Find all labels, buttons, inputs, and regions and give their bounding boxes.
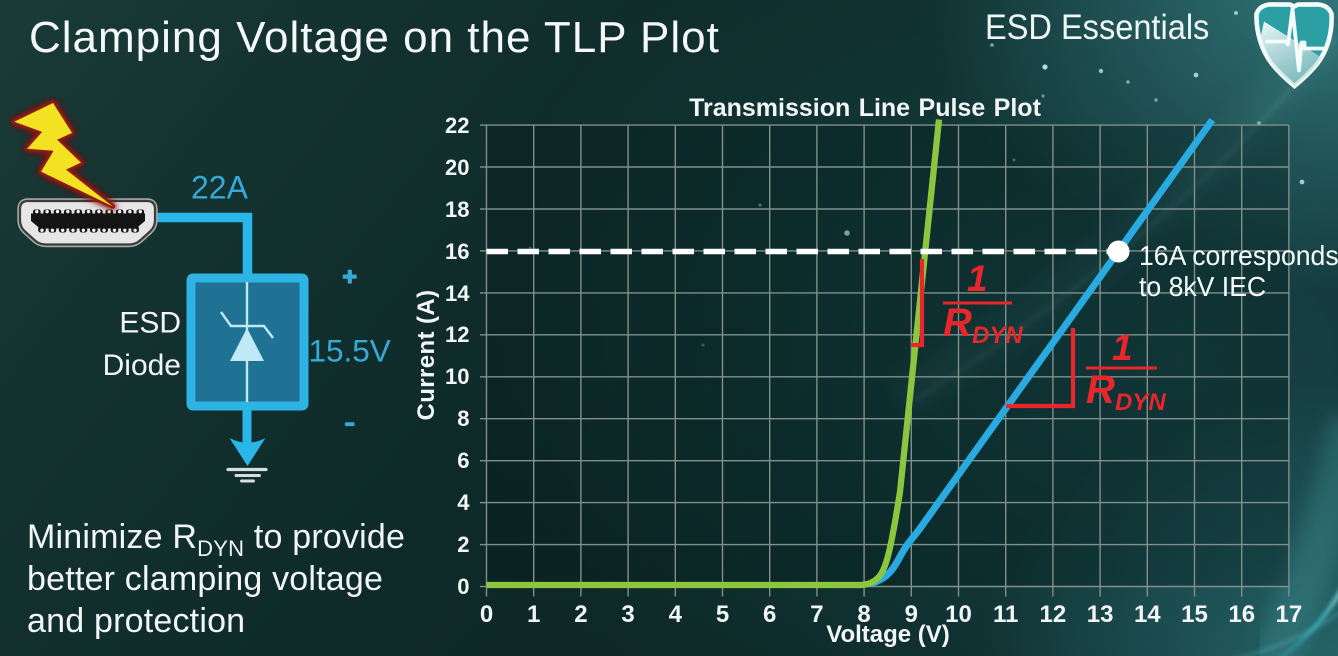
svg-text:10: 10 [945,601,972,628]
svg-text:9: 9 [905,601,918,628]
svg-text:11: 11 [993,601,1018,628]
svg-text:8: 8 [857,601,870,628]
svg-text:14: 14 [445,281,470,306]
svg-text:13: 13 [1087,601,1114,628]
svg-text:ESD: ESD [119,307,181,340]
svg-text:Transmission Line Pulse Plot: Transmission Line Pulse Plot [689,94,1041,122]
svg-text:22A: 22A [191,170,249,206]
svg-text:R: R [1086,368,1115,412]
svg-text:14: 14 [1134,601,1161,628]
svg-text:16: 16 [1228,601,1255,628]
svg-text:1: 1 [967,258,988,299]
svg-text:0: 0 [480,601,493,628]
svg-text:7: 7 [810,601,823,628]
svg-text:10: 10 [445,364,469,389]
svg-text:R: R [943,301,972,345]
svg-text:12: 12 [1040,601,1067,628]
svg-text:5: 5 [716,601,729,628]
svg-text:0: 0 [457,574,469,599]
svg-text:Voltage (V): Voltage (V) [826,621,950,648]
svg-text:8: 8 [457,406,469,431]
svg-text:15: 15 [1181,601,1208,628]
svg-text:DYN: DYN [972,322,1023,349]
svg-text:2: 2 [457,532,469,557]
svg-text:3: 3 [621,601,634,628]
svg-text:15.5V: 15.5V [309,332,391,368]
svg-text:18: 18 [445,197,469,222]
svg-text:2: 2 [574,601,587,628]
svg-text:4: 4 [669,601,683,628]
svg-text:1: 1 [1112,327,1133,368]
svg-text:22: 22 [445,113,469,138]
svg-text:1: 1 [527,601,540,628]
svg-text:12: 12 [445,322,469,347]
svg-text:DYN: DYN [1115,389,1166,416]
svg-text:Diode: Diode [103,349,181,382]
svg-text:4: 4 [457,490,470,515]
svg-text:20: 20 [445,155,469,180]
svg-text:Current (A): Current (A) [413,289,440,420]
svg-text:6: 6 [763,601,776,628]
svg-text:16: 16 [445,239,469,264]
svg-text:17: 17 [1276,601,1303,628]
svg-text:6: 6 [457,448,469,473]
